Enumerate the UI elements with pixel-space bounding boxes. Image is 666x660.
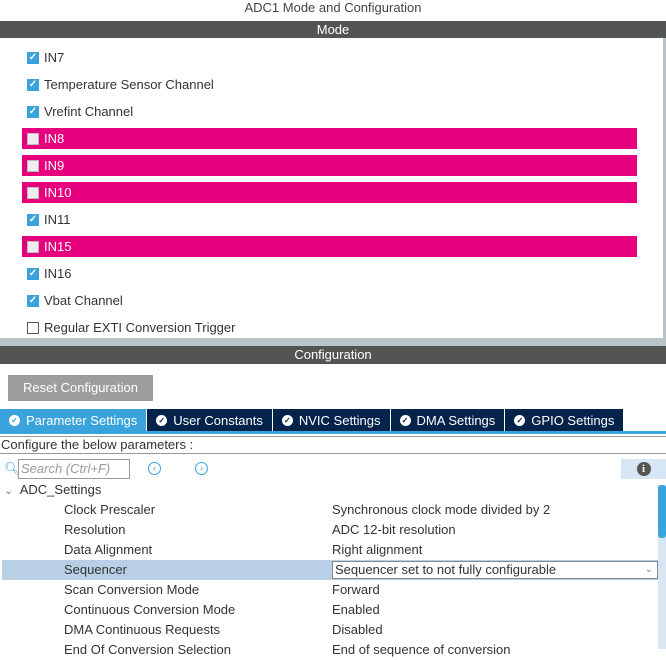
mode-item-label: IN7 xyxy=(44,50,65,65)
mode-scrollbar[interactable] xyxy=(663,38,666,338)
checkbox[interactable] xyxy=(27,159,39,172)
configuration-header: Configuration xyxy=(0,346,666,364)
checkbox[interactable] xyxy=(27,186,39,199)
next-result-icon[interactable]: › xyxy=(195,462,208,475)
mode-item[interactable]: IN10 xyxy=(22,182,637,203)
mode-item[interactable]: ✓ Vrefint Channel xyxy=(22,101,637,122)
checkbox[interactable]: ✓ xyxy=(27,78,39,91)
parameter-value: Disabled xyxy=(332,622,383,637)
parameter-value: Enabled xyxy=(332,602,380,617)
dropdown-value: Sequencer set to not fully configurable xyxy=(335,562,557,577)
chevron-down-icon: ⌄ xyxy=(4,485,14,497)
mode-item[interactable]: ✓ IN16 xyxy=(22,263,637,284)
parameter-value: Forward xyxy=(332,582,380,597)
splitter[interactable] xyxy=(0,338,666,346)
info-icon: i xyxy=(636,462,651,476)
divider xyxy=(0,436,666,437)
scrollbar-thumb[interactable] xyxy=(658,485,666,538)
parameter-row[interactable]: Scan Conversion Mode Forward xyxy=(2,580,658,600)
parameter-name: DMA Continuous Requests xyxy=(64,622,221,637)
mode-item[interactable]: IN9 xyxy=(22,155,637,176)
parameter-value: ADC 12-bit resolution xyxy=(332,522,456,537)
parameter-value: Synchronous clock mode divided by 2 xyxy=(332,502,551,517)
tab-label: NVIC Settings xyxy=(298,412,381,428)
parameter-row[interactable]: Data Alignment Right alignment xyxy=(2,540,658,560)
search-icon: 🔍︎ xyxy=(4,461,21,476)
checkbox[interactable] xyxy=(27,240,39,253)
mode-list: ✓ IN7 ✓ Temperature Sensor Channel ✓ Vrefint … xyxy=(0,38,666,338)
parameter-value: End of sequence of conversion xyxy=(332,642,511,657)
mode-item[interactable]: Regular EXTI Conversion Trigger xyxy=(22,317,637,338)
check-circle-icon: ✓ xyxy=(9,414,20,426)
mode-item-label: IN8 xyxy=(44,131,65,146)
config-tabs: ✓ Parameter Settings ✓ User Constants ✓ NVIC … xyxy=(0,409,625,431)
mode-item-label: IN11 xyxy=(44,212,71,227)
group-label: ADC_Settings xyxy=(19,482,102,497)
group-adc-settings[interactable]: ⌄ ADC_Settings xyxy=(4,482,101,499)
tab[interactable]: ✓ NVIC Settings xyxy=(272,409,391,431)
mode-item[interactable]: ✓ IN7 xyxy=(22,47,637,68)
mode-item[interactable]: ✓ IN11 xyxy=(22,209,637,230)
parameter-value: Right alignment xyxy=(332,542,423,557)
chevron-down-icon: ⌄ xyxy=(644,564,653,575)
mode-item-label: IN16 xyxy=(44,266,72,281)
check-circle-icon: ✓ xyxy=(156,414,168,426)
checkbox[interactable]: ✓ xyxy=(27,267,39,280)
parameter-name: Data Alignment xyxy=(64,542,153,557)
tab-label: GPIO Settings xyxy=(531,412,615,428)
checkbox[interactable]: ✓ xyxy=(27,213,39,226)
parameter-row[interactable]: Clock Prescaler Synchronous clock mode di… xyxy=(2,500,658,520)
parameter-name: End Of Conversion Selection xyxy=(64,642,231,657)
tab[interactable]: ✓ DMA Settings xyxy=(390,409,506,431)
tab[interactable]: ✓ User Constants xyxy=(147,409,273,431)
check-circle-icon: ✓ xyxy=(514,414,526,426)
mode-header: Mode xyxy=(0,21,666,38)
checkbox[interactable]: ✓ xyxy=(27,294,39,307)
mode-item-label: IN9 xyxy=(44,158,65,173)
parameter-name: Scan Conversion Mode xyxy=(64,582,200,597)
mode-item[interactable]: ✓ Temperature Sensor Channel xyxy=(22,74,637,95)
parameter-name: Sequencer xyxy=(64,562,127,577)
tab-label: Parameter Settings xyxy=(26,412,138,428)
tab-label: User Constants xyxy=(173,412,263,428)
parameter-row[interactable]: Resolution ADC 12-bit resolution xyxy=(2,520,658,540)
divider xyxy=(0,453,666,454)
search-input[interactable]: Search (Ctrl+F) xyxy=(18,459,130,479)
parameter-row[interactable]: Continuous Conversion Mode Enabled xyxy=(2,600,658,620)
checkbox[interactable]: ✓ xyxy=(27,105,39,118)
mode-item[interactable]: IN8 xyxy=(22,128,637,149)
parameter-name: Continuous Conversion Mode xyxy=(64,602,236,617)
check-circle-icon: ✓ xyxy=(281,414,293,426)
mode-item-label: Vbat Channel xyxy=(44,293,123,308)
mode-item-label: Temperature Sensor Channel xyxy=(44,77,214,92)
check-circle-icon: ✓ xyxy=(399,414,411,426)
tab-underline xyxy=(0,431,666,434)
parameter-row[interactable]: End Of Conversion Selection End of sequen… xyxy=(2,640,658,660)
checkbox[interactable]: ✓ xyxy=(27,51,39,64)
mode-item-label: IN10 xyxy=(44,185,72,200)
parameter-dropdown[interactable]: Sequencer set to not fully configurable ⌄ xyxy=(332,561,658,579)
instructions-label: Configure the below parameters : xyxy=(1,437,194,452)
mode-item[interactable]: IN15 xyxy=(22,236,637,257)
parameter-row[interactable]: Sequencer Sequencer set to not fully conf… xyxy=(2,560,658,580)
parameter-name: Resolution xyxy=(64,522,126,537)
mode-item-label: Vrefint Channel xyxy=(44,104,134,119)
parameter-scrollbar[interactable] xyxy=(658,485,666,649)
mode-item-label: IN15 xyxy=(44,239,72,254)
tab[interactable]: ✓ Parameter Settings xyxy=(0,409,148,431)
mode-item-label: Regular EXTI Conversion Trigger xyxy=(44,320,236,335)
tab-label: DMA Settings xyxy=(416,412,496,428)
mode-item[interactable]: ✓ Vbat Channel xyxy=(22,290,637,311)
checkbox[interactable] xyxy=(27,321,39,334)
reset-configuration-button[interactable]: Reset Configuration xyxy=(8,375,153,401)
parameter-row[interactable]: DMA Continuous Requests Disabled xyxy=(2,620,658,640)
checkbox[interactable] xyxy=(27,132,39,145)
parameter-name: Clock Prescaler xyxy=(64,502,156,517)
previous-result-icon[interactable]: ‹ xyxy=(148,462,161,475)
tab[interactable]: ✓ GPIO Settings xyxy=(505,409,625,431)
window-title: ADC1 Mode and Configuration xyxy=(244,0,422,15)
info-button[interactable]: i xyxy=(621,459,666,479)
